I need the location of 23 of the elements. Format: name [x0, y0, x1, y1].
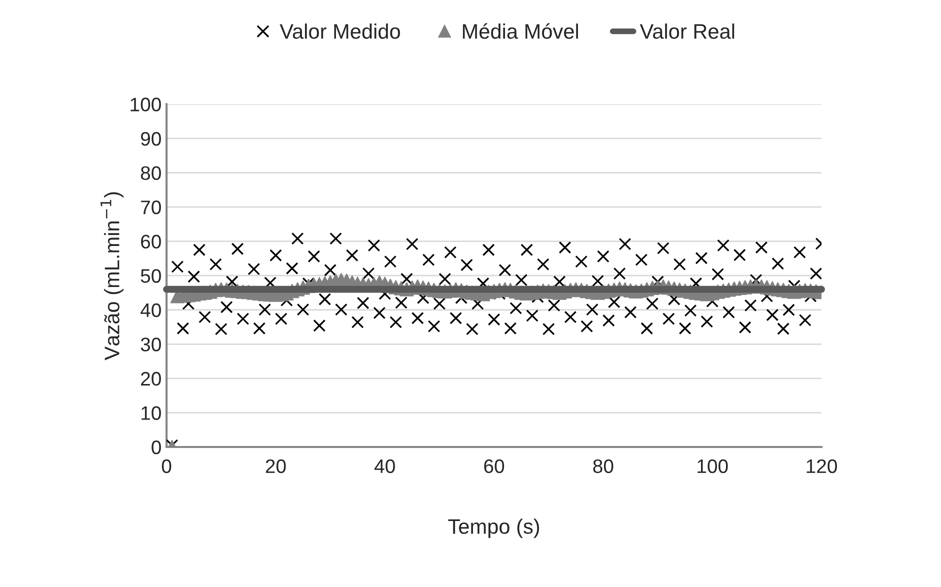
x-tick-label: 100: [698, 459, 728, 474]
y-tick-label: 40: [140, 303, 161, 318]
y-tick-label: 70: [141, 200, 161, 214]
x-tick-label: 80: [593, 459, 614, 474]
x-tick-label: 40: [374, 459, 395, 474]
x-tick-label: 20: [266, 459, 286, 474]
x-tick-label: 120: [806, 459, 837, 474]
y-tick-label: 80: [140, 166, 161, 180]
x-tick-label: 0: [162, 459, 172, 474]
y-tick-label: 50: [140, 269, 161, 283]
y-tick-label: 10: [142, 406, 161, 420]
legend-label: Valor Real: [640, 24, 734, 39]
legend-label: Média Móvel: [462, 23, 578, 39]
y-tick-label: 60: [141, 234, 161, 249]
x-tick-label: 60: [484, 459, 504, 474]
y-tick-label: 30: [140, 338, 161, 352]
y-tick-label: 90: [140, 132, 161, 146]
x-axis-title: Tempo (s): [448, 518, 540, 538]
y-tick-label: 20: [141, 372, 161, 386]
y-axis-title: Vazão (mL.min$^{−1}$): [100, 192, 124, 360]
y-tick-label: 0: [152, 440, 161, 454]
legend-label: Valor Medido: [280, 24, 400, 39]
y-tick-label: 100: [130, 98, 161, 112]
